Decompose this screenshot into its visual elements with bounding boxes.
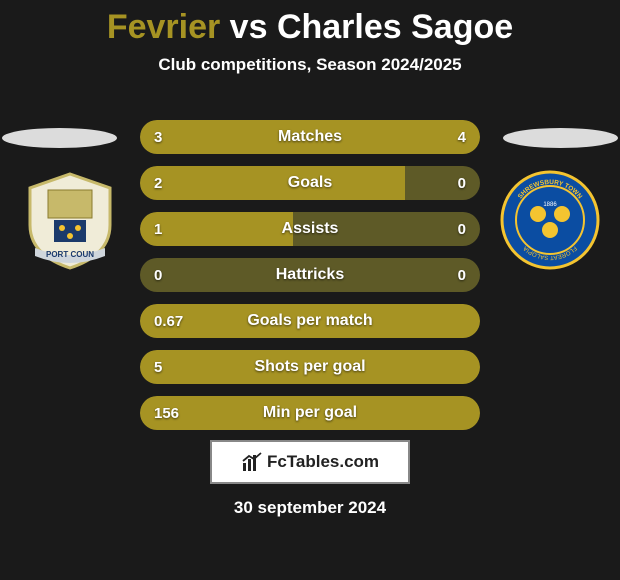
shrewsbury-crest-icon: 1886 SHREWSBURY TOWN FLOREAT SALOPIA (500, 170, 600, 270)
row-value-right: 0 (458, 212, 466, 246)
row-label: Min per goal (140, 396, 480, 430)
row-value-right: 4 (458, 120, 466, 154)
row-value-left: 2 (154, 166, 162, 200)
stats-rows: Matches34Goals20Assists10Hattricks00Goal… (140, 120, 480, 442)
page-title: Fevrier vs Charles Sagoe (0, 0, 620, 47)
fctables-text: FcTables.com (267, 452, 379, 472)
row-value-right: 0 (458, 166, 466, 200)
chart-icon (241, 451, 263, 473)
row-label: Shots per goal (140, 350, 480, 384)
row-label: Goals per match (140, 304, 480, 338)
row-value-left: 3 (154, 120, 162, 154)
stat-row: Assists1 0 (140, 212, 480, 246)
stat-row: Goals per match0.67 (140, 304, 480, 338)
row-label: Matches (140, 120, 480, 154)
stat-row: Shots per goal5 (140, 350, 480, 384)
svg-text:PORT COUN: PORT COUN (46, 250, 94, 259)
team-crest-left: PORT COUN (20, 170, 120, 270)
team-crest-right: 1886 SHREWSBURY TOWN FLOREAT SALOPIA (500, 170, 600, 270)
vs-text: vs (230, 8, 268, 46)
date-text: 30 september 2024 (0, 498, 620, 518)
row-value-left: 0.67 (154, 304, 183, 338)
svg-text:1886: 1886 (543, 202, 557, 208)
row-value-left: 156 (154, 396, 179, 430)
fctables-logo[interactable]: FcTables.com (210, 440, 410, 484)
row-value-left: 1 (154, 212, 162, 246)
stat-row: Min per goal156 (140, 396, 480, 430)
stat-row: Goals2 0 (140, 166, 480, 200)
row-label: Hattricks (140, 258, 480, 292)
stat-row: Hattricks0 0 (140, 258, 480, 292)
stat-row: Matches3 4 (140, 120, 480, 154)
row-label: Assists (140, 212, 480, 246)
row-value-left: 0 (154, 258, 162, 292)
row-value-left: 5 (154, 350, 162, 384)
subtitle: Club competitions, Season 2024/2025 (0, 55, 620, 75)
row-value-right: 0 (458, 258, 466, 292)
player2-name: Charles Sagoe (277, 8, 513, 46)
player1-name: Fevrier (107, 8, 220, 46)
shadow-ellipse-right (503, 128, 618, 148)
port-county-crest-icon: PORT COUN (20, 170, 120, 270)
row-label: Goals (140, 166, 480, 200)
shadow-ellipse-left (2, 128, 117, 148)
